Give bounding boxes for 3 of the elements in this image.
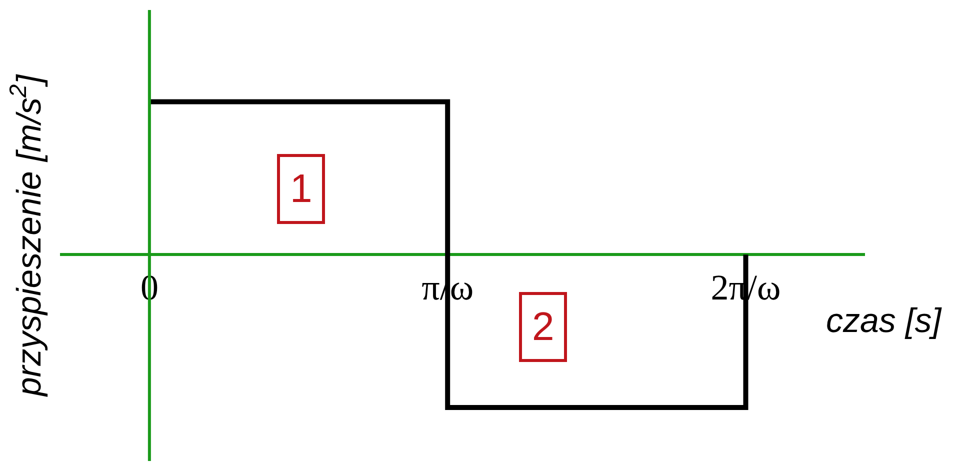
annotation: 2 [532, 305, 554, 349]
annotation: 1 [290, 167, 312, 211]
x-axis-title: czas [s] [826, 302, 943, 340]
